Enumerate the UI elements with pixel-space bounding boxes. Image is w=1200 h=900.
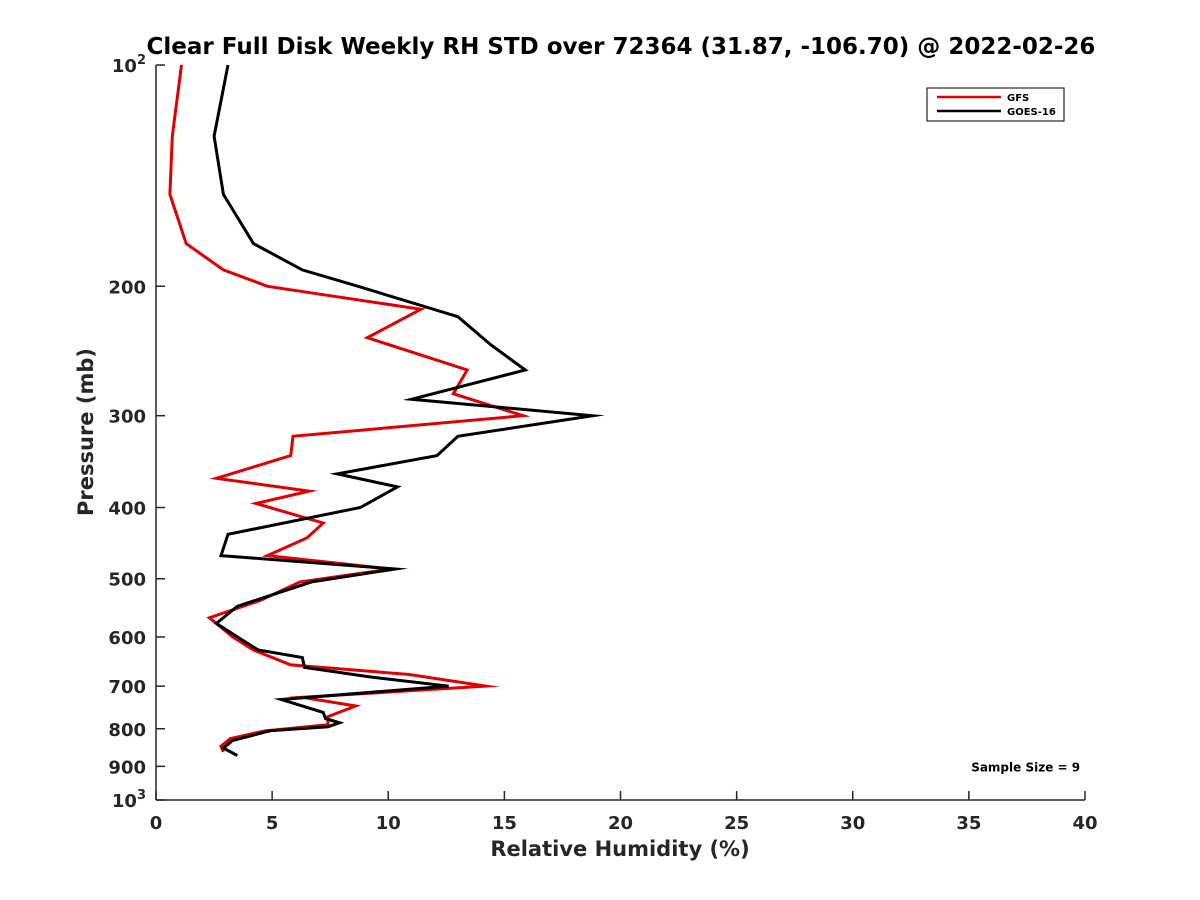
y-tick-label: 103 <box>112 788 146 812</box>
legend-label: GOES-16 <box>1007 107 1056 118</box>
y-tick-label: 600 <box>108 628 146 649</box>
x-tick-label: 5 <box>266 813 279 834</box>
y-tick-label: 900 <box>108 757 146 778</box>
y-tick-label: 700 <box>108 677 146 698</box>
x-tick-label: 25 <box>724 813 749 834</box>
x-tick-label: 10 <box>376 813 401 834</box>
legend: GFS GOES-16 <box>926 87 1065 122</box>
y-tick-label: 300 <box>108 407 146 428</box>
chart-title: Clear Full Disk Weekly RH STD over 72364… <box>147 34 1096 60</box>
x-tick-label: 20 <box>608 813 633 834</box>
x-tick-label: 35 <box>956 813 981 834</box>
y-tick-label: 500 <box>108 570 146 591</box>
series-line-gfs <box>168 64 531 753</box>
legend-box <box>926 87 1065 122</box>
y-tick-label-exponent: 3 <box>137 788 146 803</box>
y-axis-label: Pressure (mb) <box>74 348 98 516</box>
legend-entries: GFS GOES-16 <box>937 93 1056 118</box>
y-tick-label: 200 <box>108 277 146 298</box>
x-tick-label: 30 <box>840 813 865 834</box>
x-axis-ticks: 0 5 10 15 20 25 30 35 40 <box>150 791 1098 834</box>
y-tick-label-base: 10 <box>112 791 137 812</box>
annotations: Sample Size = 9 <box>971 760 1080 774</box>
x-tick-label: 40 <box>1072 813 1097 834</box>
y-tick-label: 400 <box>108 499 146 520</box>
sample-size-annotation: Sample Size = 9 <box>971 760 1080 774</box>
x-tick-label: 15 <box>492 813 517 834</box>
axes-frame <box>156 65 1085 800</box>
series-layer <box>168 64 606 757</box>
y-tick-label: 800 <box>108 720 146 741</box>
y-tick-label-base: 10 <box>112 56 137 77</box>
plot-area <box>155 64 1085 801</box>
x-tick-label: 0 <box>150 813 163 834</box>
legend-label: GFS <box>1007 93 1029 104</box>
y-tick-label: 102 <box>112 53 146 77</box>
y-tick-label-exponent: 2 <box>137 53 146 68</box>
x-axis-label: Relative Humidity (%) <box>490 837 749 861</box>
series-line-goes-16 <box>212 64 606 757</box>
